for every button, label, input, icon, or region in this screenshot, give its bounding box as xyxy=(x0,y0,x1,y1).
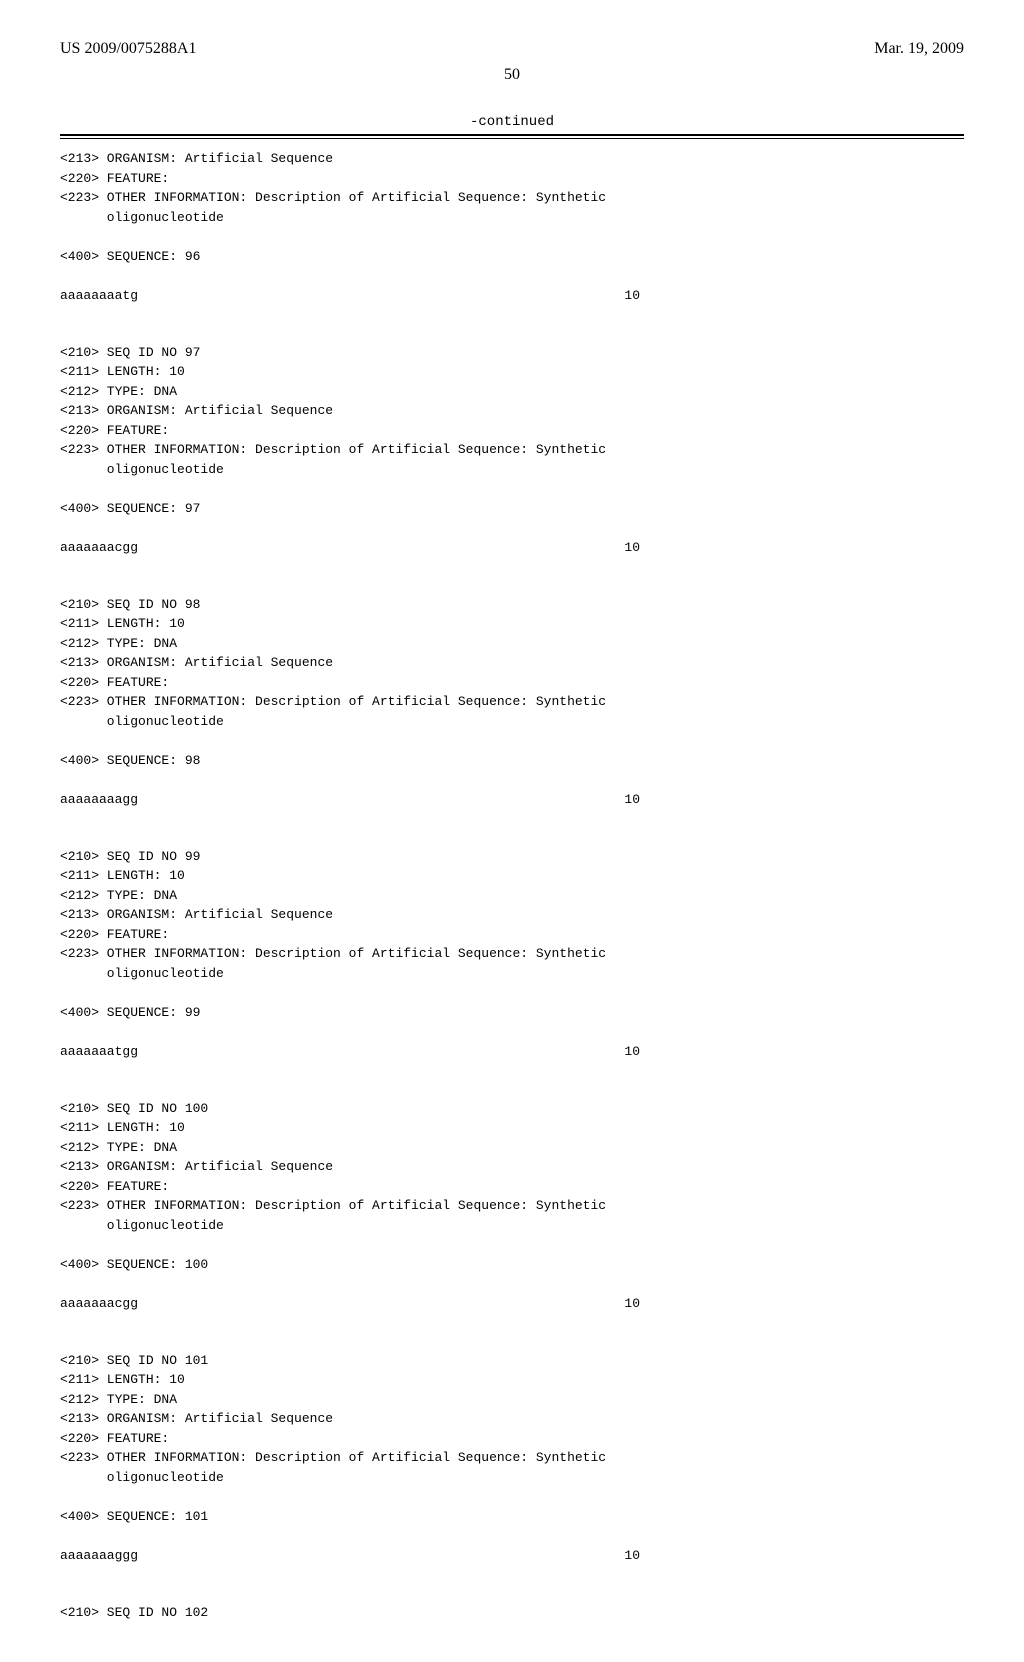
rule-top-thin xyxy=(60,138,964,139)
blank-line xyxy=(60,1274,964,1294)
listing-line: <223> OTHER INFORMATION: Description of … xyxy=(60,188,964,208)
listing-line: <220> FEATURE: xyxy=(60,673,964,693)
blank-line xyxy=(60,983,964,1003)
listing-line: <400> SEQUENCE: 99 xyxy=(60,1003,964,1023)
sequence-length: 10 xyxy=(624,1294,640,1314)
blank-line xyxy=(60,1061,964,1081)
sequence-block: <210> SEQ ID NO 97<211> LENGTH: 10<212> … xyxy=(60,343,964,577)
listing-line: <212> TYPE: DNA xyxy=(60,1390,964,1410)
listing-line: <400> SEQUENCE: 101 xyxy=(60,1507,964,1527)
listing-line: <213> ORGANISM: Artificial Sequence xyxy=(60,905,964,925)
listing-line: oligonucleotide xyxy=(60,1216,964,1236)
listing-line: <212> TYPE: DNA xyxy=(60,1138,964,1158)
listing-line: <220> FEATURE: xyxy=(60,169,964,189)
listing-line: <210> SEQ ID NO 102 xyxy=(60,1603,964,1623)
blank-line xyxy=(60,770,964,790)
blank-line xyxy=(60,266,964,286)
listing-line: <223> OTHER INFORMATION: Description of … xyxy=(60,944,964,964)
page-number: 50 xyxy=(60,66,964,84)
sequence-length: 10 xyxy=(624,790,640,810)
sequence-row: aaaaaaacgg 10 xyxy=(60,538,640,558)
sequence-text: aaaaaaaatg xyxy=(60,286,138,306)
listing-line: <210> SEQ ID NO 101 xyxy=(60,1351,964,1371)
listing-line: oligonucleotide xyxy=(60,1468,964,1488)
blank-line xyxy=(60,518,964,538)
sequence-row: aaaaaaaagg 10 xyxy=(60,790,640,810)
header-right: Mar. 19, 2009 xyxy=(874,40,964,58)
listing-line: <211> LENGTH: 10 xyxy=(60,1118,964,1138)
sequence-block: <210> SEQ ID NO 99<211> LENGTH: 10<212> … xyxy=(60,847,964,1081)
sequence-listing: <213> ORGANISM: Artificial Sequence<220>… xyxy=(60,149,964,1622)
sequence-text: aaaaaaacgg xyxy=(60,1294,138,1314)
sequence-block: <213> ORGANISM: Artificial Sequence<220>… xyxy=(60,149,964,325)
listing-line: <212> TYPE: DNA xyxy=(60,886,964,906)
sequence-row: aaaaaaaggg 10 xyxy=(60,1546,640,1566)
listing-line: <220> FEATURE: xyxy=(60,421,964,441)
sequence-text: aaaaaaaagg xyxy=(60,790,138,810)
sequence-length: 10 xyxy=(624,286,640,306)
sequence-length: 10 xyxy=(624,1546,640,1566)
sequence-length: 10 xyxy=(624,538,640,558)
listing-line: <212> TYPE: DNA xyxy=(60,382,964,402)
listing-line: oligonucleotide xyxy=(60,208,964,228)
listing-line: <400> SEQUENCE: 100 xyxy=(60,1255,964,1275)
sequence-row: aaaaaaatgg 10 xyxy=(60,1042,640,1062)
listing-line: <211> LENGTH: 10 xyxy=(60,362,964,382)
listing-line: <213> ORGANISM: Artificial Sequence xyxy=(60,149,964,169)
sequence-block: <210> SEQ ID NO 98<211> LENGTH: 10<212> … xyxy=(60,595,964,829)
listing-line: oligonucleotide xyxy=(60,964,964,984)
rule-top-thick xyxy=(60,134,964,136)
listing-line: <223> OTHER INFORMATION: Description of … xyxy=(60,440,964,460)
listing-line: oligonucleotide xyxy=(60,712,964,732)
listing-line: <210> SEQ ID NO 97 xyxy=(60,343,964,363)
blank-line xyxy=(60,479,964,499)
listing-line: <220> FEATURE: xyxy=(60,1429,964,1449)
listing-line: <220> FEATURE: xyxy=(60,925,964,945)
listing-line: <212> TYPE: DNA xyxy=(60,634,964,654)
listing-line: <210> SEQ ID NO 100 xyxy=(60,1099,964,1119)
sequence-text: aaaaaaacgg xyxy=(60,538,138,558)
blank-line xyxy=(60,1487,964,1507)
listing-line: <400> SEQUENCE: 97 xyxy=(60,499,964,519)
sequence-text: aaaaaaatgg xyxy=(60,1042,138,1062)
listing-line: <400> SEQUENCE: 96 xyxy=(60,247,964,267)
blank-line xyxy=(60,557,964,577)
listing-line: <211> LENGTH: 10 xyxy=(60,614,964,634)
listing-line: <223> OTHER INFORMATION: Description of … xyxy=(60,1196,964,1216)
blank-line xyxy=(60,305,964,325)
sequence-block: <210> SEQ ID NO 100<211> LENGTH: 10<212>… xyxy=(60,1099,964,1333)
listing-line: <213> ORGANISM: Artificial Sequence xyxy=(60,1409,964,1429)
header-left: US 2009/0075288A1 xyxy=(60,40,196,58)
blank-line xyxy=(60,1313,964,1333)
continued-label: -continued xyxy=(60,114,964,130)
page-container: US 2009/0075288A1 Mar. 19, 2009 50 -cont… xyxy=(0,0,1024,1662)
blank-line xyxy=(60,809,964,829)
blank-line xyxy=(60,1022,964,1042)
blank-line xyxy=(60,1565,964,1585)
sequence-text: aaaaaaaggg xyxy=(60,1546,138,1566)
listing-line: <223> OTHER INFORMATION: Description of … xyxy=(60,692,964,712)
sequence-block: <210> SEQ ID NO 101<211> LENGTH: 10<212>… xyxy=(60,1351,964,1585)
listing-line: <211> LENGTH: 10 xyxy=(60,1370,964,1390)
blank-line xyxy=(60,731,964,751)
listing-line: <213> ORGANISM: Artificial Sequence xyxy=(60,653,964,673)
blank-line xyxy=(60,227,964,247)
listing-line: <220> FEATURE: xyxy=(60,1177,964,1197)
sequence-row: aaaaaaaatg 10 xyxy=(60,286,640,306)
listing-line: <210> SEQ ID NO 99 xyxy=(60,847,964,867)
page-header: US 2009/0075288A1 Mar. 19, 2009 xyxy=(60,40,964,58)
listing-line: <211> LENGTH: 10 xyxy=(60,866,964,886)
listing-line: <400> SEQUENCE: 98 xyxy=(60,751,964,771)
blank-line xyxy=(60,1235,964,1255)
listing-line: <213> ORGANISM: Artificial Sequence xyxy=(60,401,964,421)
sequence-length: 10 xyxy=(624,1042,640,1062)
listing-line: <213> ORGANISM: Artificial Sequence xyxy=(60,1157,964,1177)
blank-line xyxy=(60,1526,964,1546)
listing-line: oligonucleotide xyxy=(60,460,964,480)
sequence-row: aaaaaaacgg 10 xyxy=(60,1294,640,1314)
listing-line: <210> SEQ ID NO 98 xyxy=(60,595,964,615)
listing-line: <223> OTHER INFORMATION: Description of … xyxy=(60,1448,964,1468)
